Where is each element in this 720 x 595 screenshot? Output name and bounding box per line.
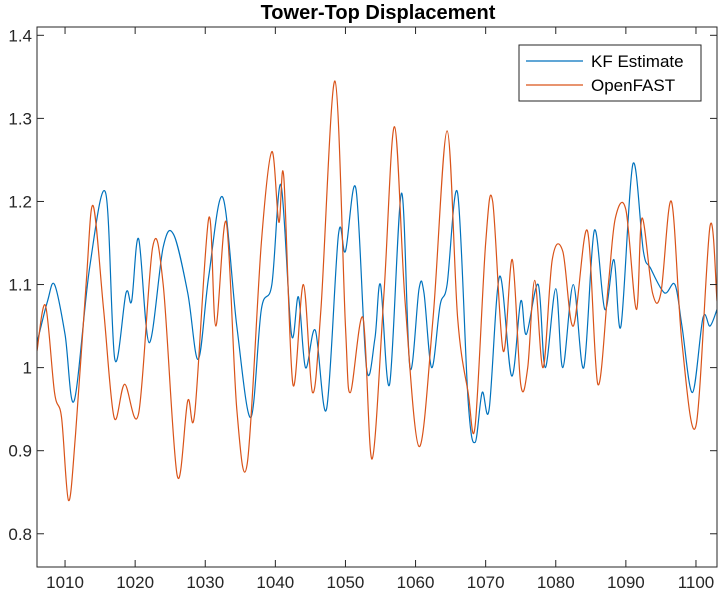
legend-label-openfast: OpenFAST — [591, 76, 675, 95]
y-tick-label: 1.1 — [8, 276, 32, 295]
x-tick-label: 1090 — [607, 573, 645, 592]
x-tick-label: 1020 — [116, 573, 154, 592]
legend-label-kf-estimate: KF Estimate — [591, 52, 684, 71]
legend-box — [518, 44, 702, 102]
axis-ticks: 1010 1020 1030 1040 1050 1060 1070 1080 1090 1100… — [8, 26, 717, 592]
chart-title: Tower-Top Displacement — [261, 2, 496, 24]
x-tick-label: 1060 — [397, 573, 435, 592]
plot-series — [37, 80, 717, 502]
x-tick-label: 1040 — [256, 573, 294, 592]
series-line-kf-estimate — [37, 162, 717, 444]
x-tick-label: 1080 — [537, 573, 575, 592]
y-tick-label: 0.9 — [8, 442, 32, 461]
plot-axes-box — [36, 26, 718, 568]
x-tick-label: 1010 — [46, 573, 84, 592]
x-tick-label: 1070 — [467, 573, 505, 592]
y-tick-label: 1 — [23, 359, 32, 378]
y-tick-label: 0.8 — [8, 525, 32, 544]
y-tick-label: 1.4 — [8, 26, 32, 45]
y-tick-label: 1.2 — [8, 192, 32, 211]
x-tick-label: 1100 — [678, 573, 715, 592]
x-tick-label: 1030 — [186, 573, 224, 592]
legend: KF Estimate OpenFAST — [518, 44, 702, 102]
x-tick-label: 1050 — [327, 573, 365, 592]
series-line-openfast — [37, 80, 717, 502]
y-tick-label: 1.3 — [8, 109, 32, 128]
